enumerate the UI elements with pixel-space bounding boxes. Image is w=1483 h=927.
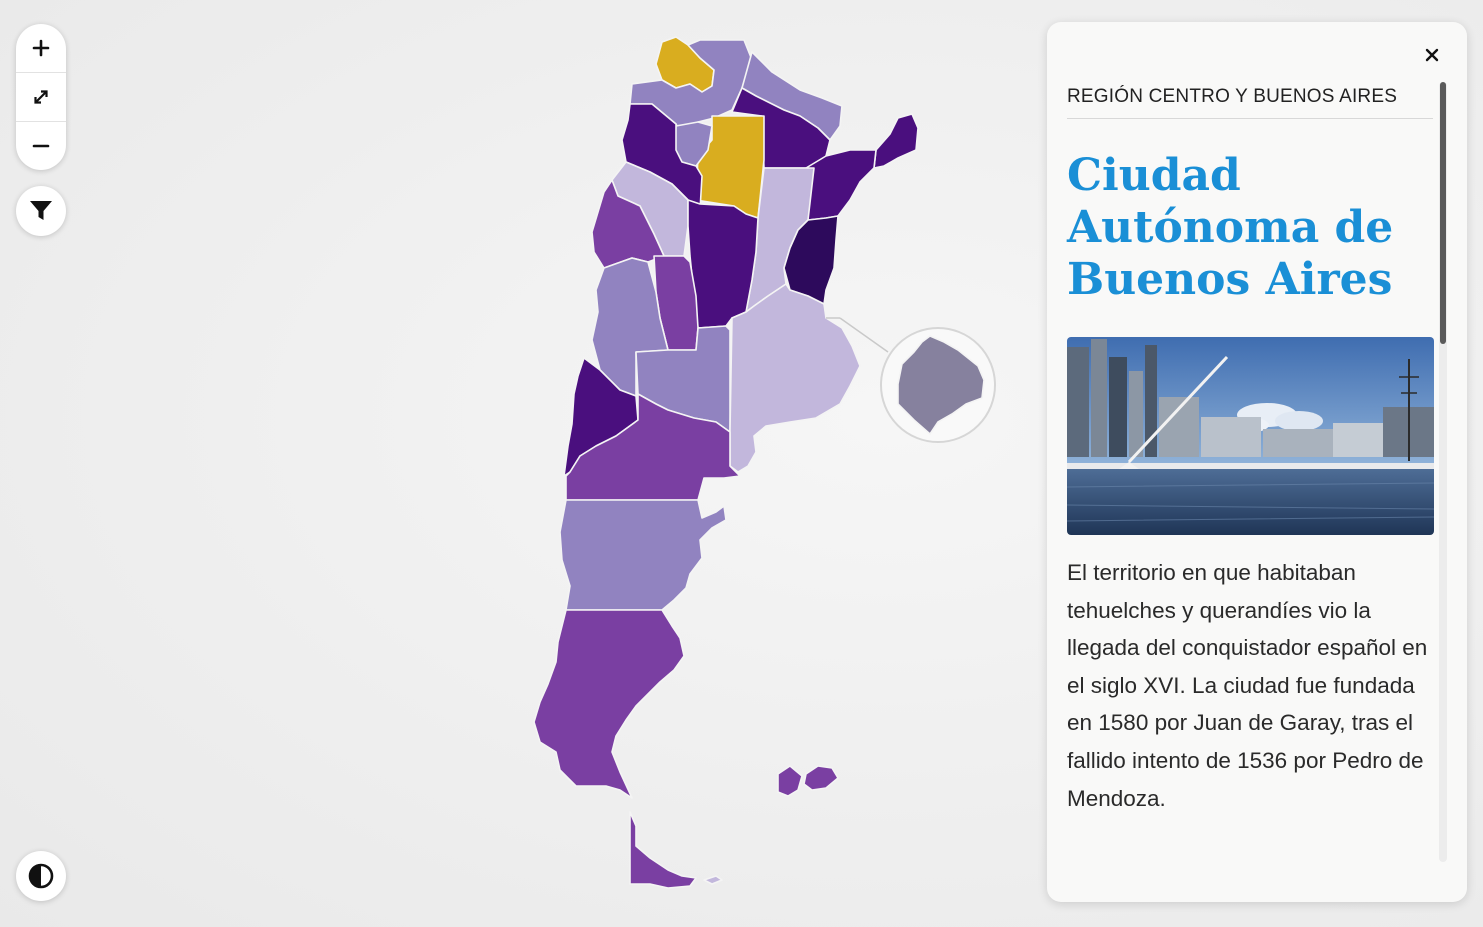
province-description: El territorio en que habitaban tehuelche…	[1067, 560, 1428, 811]
contrast-icon	[28, 863, 54, 889]
close-button[interactable]	[1419, 42, 1445, 68]
province-title: Ciudad Autónoma de Buenos Aires	[1067, 150, 1394, 305]
province-buenos-aires[interactable]	[729, 283, 861, 473]
minus-icon	[32, 144, 50, 148]
province-misiones[interactable]	[873, 113, 919, 169]
province-rio-negro[interactable]	[565, 393, 741, 501]
filter-icon	[30, 201, 52, 220]
callout-leader	[839, 317, 889, 353]
province-caba-selected[interactable]	[897, 335, 985, 435]
plus-icon	[32, 39, 50, 57]
map-zoom-controls	[16, 24, 66, 170]
region-label: REGIÓN CENTRO Y BUENOS AIRES	[1067, 86, 1433, 119]
contrast-toggle-button[interactable]	[16, 851, 66, 901]
panel-scrollbar-thumb[interactable]	[1440, 82, 1446, 344]
panel-scrollbar[interactable]	[1439, 82, 1447, 862]
province-santa-cruz[interactable]	[533, 609, 685, 799]
island-isla-de-los-estados	[703, 875, 723, 885]
puente-de-la-mujer-photo	[1067, 337, 1434, 535]
islands-malvinas[interactable]	[777, 765, 803, 797]
zoom-out-button[interactable]	[16, 122, 66, 170]
zoom-in-button[interactable]	[16, 24, 66, 73]
province-photo	[1067, 337, 1434, 535]
province-chubut[interactable]	[559, 499, 727, 611]
filter-button[interactable]	[16, 186, 66, 236]
islands-malvinas-east[interactable]	[803, 765, 839, 791]
fullscreen-button[interactable]	[16, 73, 66, 122]
expand-icon	[34, 90, 48, 104]
province-mendoza[interactable]	[591, 257, 669, 397]
province-tierra-del-fuego[interactable]	[629, 811, 697, 889]
close-icon	[1425, 48, 1439, 62]
argentina-map	[533, 36, 996, 889]
province-info-panel: REGIÓN CENTRO Y BUENOS AIRES Ciudad Autó…	[1047, 22, 1467, 902]
